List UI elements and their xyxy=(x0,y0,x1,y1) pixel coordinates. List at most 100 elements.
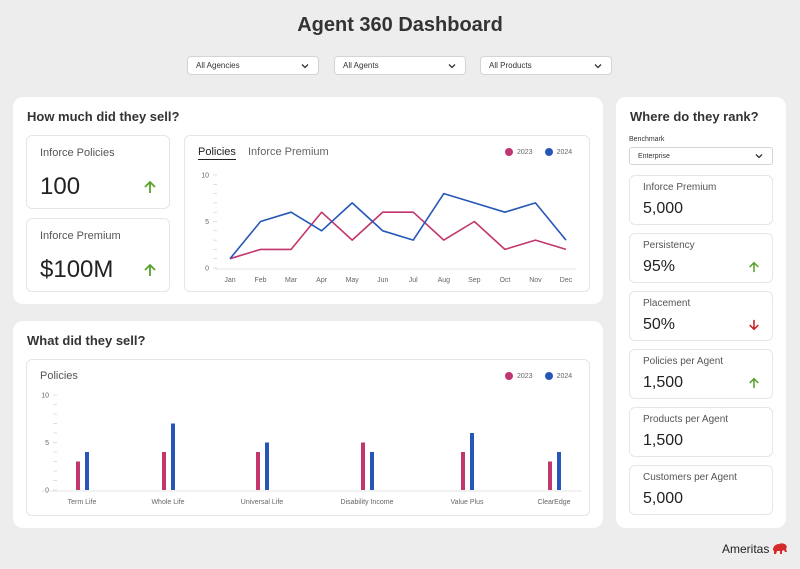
x-tick-label: Sep xyxy=(468,277,481,284)
legend-label-2023: 2023 xyxy=(517,148,533,156)
x-tick-label: Universal Life xyxy=(241,499,284,506)
chevron-down-icon xyxy=(594,63,602,68)
legend-swatch-2024 xyxy=(544,372,553,380)
arrow-up-icon xyxy=(749,377,759,389)
policies-line-chart-panel: Policies Inforce Premium 2023 2024 0 5 10 J… xyxy=(184,135,590,292)
rank-item: Inforce Premium 5,000 xyxy=(629,175,773,225)
x-tick-label: Apr xyxy=(316,277,328,284)
rank-item-value: 1,500 xyxy=(643,432,684,449)
bar-2023 xyxy=(361,442,365,490)
bar-2024 xyxy=(265,442,269,490)
bar-2024 xyxy=(85,452,89,490)
x-tick-label: ClearEdge xyxy=(537,499,570,506)
chevron-down-icon xyxy=(755,154,763,159)
rank-item-label: Products per Agent xyxy=(643,414,729,425)
bar-2023 xyxy=(548,461,552,490)
rank-item-value: 5,000 xyxy=(643,490,684,507)
agency-filter-select[interactable]: All Agencies xyxy=(187,56,319,75)
legend-swatch-2024 xyxy=(544,148,553,156)
rank-item-value: 50% xyxy=(643,316,676,333)
kpi-inforce-premium: Inforce Premium $100M xyxy=(26,218,170,292)
series-line-2024 xyxy=(229,192,567,260)
x-tick-label: Aug xyxy=(438,277,451,284)
chart-legend: 2023 2024 xyxy=(505,372,572,380)
sales-card: How much did they sell? Inforce Policies… xyxy=(13,97,603,304)
bar-chart-label: Policies xyxy=(40,370,78,382)
rank-item-value: 5,000 xyxy=(643,200,684,217)
rank-item-value: 1,500 xyxy=(643,374,684,391)
x-tick-label: Feb xyxy=(255,277,267,284)
bar-2024 xyxy=(171,423,175,490)
x-tick-label: Jun xyxy=(377,277,388,284)
rank-item: Customers per Agent 5,000 xyxy=(629,465,773,515)
kpi-value: 100 xyxy=(40,173,81,200)
x-tick-label: Disability Income xyxy=(341,499,394,506)
chevron-down-icon xyxy=(448,63,456,68)
agent-filter-select[interactable]: All Agents xyxy=(334,56,466,75)
bar-2024 xyxy=(370,452,374,490)
x-tick-label: Whole Life xyxy=(151,499,184,506)
y-tick-label: 5 xyxy=(45,440,49,447)
bar-2024 xyxy=(470,433,474,490)
arrow-down-icon xyxy=(749,319,759,331)
y-tick-label: 5 xyxy=(205,219,209,226)
kpi-inforce-policies: Inforce Policies 100 xyxy=(26,135,170,209)
ameritas-bison-icon xyxy=(773,543,788,554)
product-filter-label: All Products xyxy=(489,61,532,70)
rank-item: Products per Agent 1,500 xyxy=(629,407,773,457)
x-tick-label: Value Plus xyxy=(451,499,484,506)
rank-item: Policies per Agent 1,500 xyxy=(629,349,773,399)
chart-legend: 2023 2024 xyxy=(505,148,572,156)
bar-2023 xyxy=(256,452,260,490)
rank-item-label: Placement xyxy=(643,298,691,309)
x-tick-label: Jan xyxy=(224,277,235,284)
brand-name: Ameritas xyxy=(722,542,770,556)
y-tick-label: 10 xyxy=(201,173,209,180)
arrow-up-icon xyxy=(749,261,759,273)
sales-card-title: How much did they sell? xyxy=(27,109,180,124)
x-tick-label: Oct xyxy=(499,277,510,284)
kpi-label: Inforce Premium xyxy=(40,230,121,242)
agent-filter-label: All Agents xyxy=(343,61,379,70)
kpi-label: Inforce Policies xyxy=(40,147,115,159)
x-tick-label: Nov xyxy=(529,277,542,284)
legend-swatch-2023 xyxy=(505,372,513,380)
bar-2024 xyxy=(557,452,561,490)
x-tick-label: Term Life xyxy=(68,499,97,506)
products-bar-chart-panel: Policies 2023 2024 0 5 10 Term Life Whole Li… xyxy=(26,359,590,516)
bar-2023 xyxy=(461,452,465,490)
rank-card: Where do they rank? Benchmark Enterprise… xyxy=(616,97,786,528)
tab-policies[interactable]: Policies xyxy=(198,146,236,160)
benchmark-select[interactable]: Enterprise xyxy=(629,147,773,165)
x-tick-label: May xyxy=(346,277,360,284)
products-card: What did they sell? Policies 2023 2024 0… xyxy=(13,321,603,528)
rank-item-label: Policies per Agent xyxy=(643,356,724,367)
y-tick-label: 10 xyxy=(41,393,49,400)
rank-item-value: 95% xyxy=(643,258,676,275)
policies-line-chart: 0 5 10 Jan Feb Mar Apr May Jun Jul Aug Sep Oct Nov Dec xyxy=(201,173,576,284)
products-card-title: What did they sell? xyxy=(27,333,146,348)
rank-card-title: Where do they rank? xyxy=(630,109,759,124)
x-tick-label: Jul xyxy=(409,277,418,284)
legend-swatch-2023 xyxy=(505,148,513,156)
product-filter-select[interactable]: All Products xyxy=(480,56,612,75)
rank-item: Placement 50% xyxy=(629,291,773,341)
tab-inforce-premium[interactable]: Inforce Premium xyxy=(248,146,329,158)
legend-label-2024: 2024 xyxy=(556,372,573,380)
agency-filter-label: All Agencies xyxy=(196,61,240,70)
legend-label-2024: 2024 xyxy=(556,148,573,156)
page-title: Agent 360 Dashboard xyxy=(297,14,503,36)
series-line-2023 xyxy=(229,211,567,260)
rank-item-label: Customers per Agent xyxy=(643,472,737,483)
y-tick-label: 0 xyxy=(205,266,209,273)
benchmark-label: Benchmark xyxy=(629,136,665,143)
benchmark-value: Enterprise xyxy=(638,152,670,160)
rank-item: Persistency 95% xyxy=(629,233,773,283)
rank-item-label: Inforce Premium xyxy=(643,182,717,193)
legend-label-2023: 2023 xyxy=(517,372,533,380)
x-tick-label: Dec xyxy=(560,277,573,284)
arrow-up-icon xyxy=(144,263,156,276)
x-tick-label: Mar xyxy=(285,277,298,284)
kpi-value: $100M xyxy=(40,256,114,283)
